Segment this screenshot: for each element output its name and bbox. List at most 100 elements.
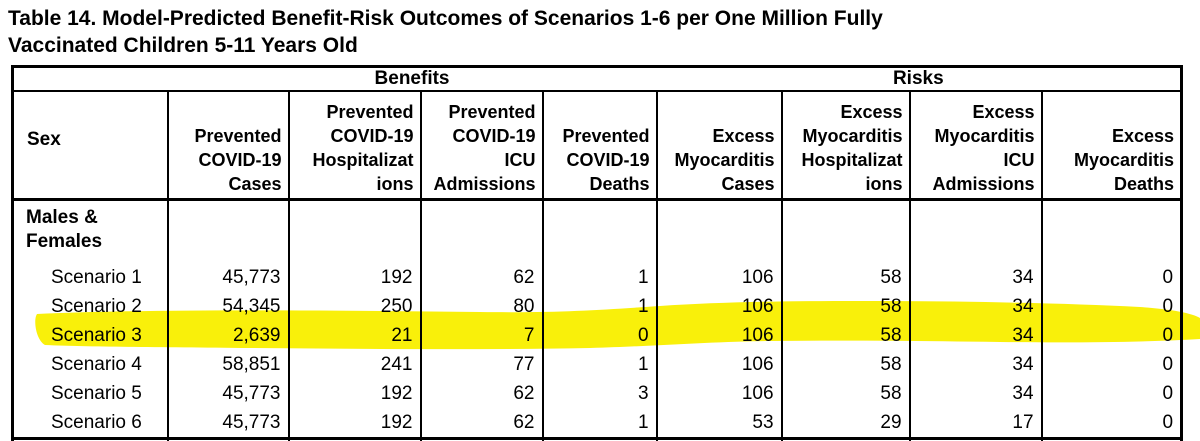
- risks-group-header: Risks: [656, 66, 1182, 92]
- column-header-line: Admissions: [932, 174, 1035, 194]
- cell-value-scenario-1-prevented-covid19-cases: 45,773: [222, 267, 281, 288]
- cell-value-scenario-5-prevented-covid19-cases: 45,773: [222, 383, 281, 404]
- column-header-excess-myocarditis-deaths: Excess Myocarditis Deaths: [1040, 90, 1183, 201]
- column-header-line: Prevented: [562, 126, 650, 146]
- column-header-line: ions: [376, 174, 414, 194]
- cell-value-scenario-3-prevented-covid19-deaths: 0: [637, 325, 649, 346]
- spacer: [169, 201, 288, 263]
- cell-value-scenario-3-prevented-covid19-cases: 2,639: [232, 325, 281, 346]
- column-header-excess-myocarditis-cases: Excess Myocarditis Cases: [655, 90, 783, 201]
- cutoff-row: [11, 438, 1183, 441]
- cell-value-scenario-3-prevented-covid19-hospitalizations: 21: [391, 325, 413, 346]
- cutoff-cell: [541, 438, 658, 441]
- table-title-line-2: Vaccinated Children 5-11 Years Old: [8, 34, 358, 57]
- benefits-group-header: Benefits: [167, 66, 657, 92]
- column-header-line: Cases: [721, 174, 775, 194]
- body-cell-excess-myocarditis-cases: 106 106 106 106 106 53: [655, 199, 783, 440]
- row-label-scenario-4: Scenario 4: [51, 354, 142, 375]
- cell-value-scenario-2-excess-myocarditis-hospitalizations: 58: [880, 296, 902, 317]
- spacer: [1043, 201, 1181, 263]
- cell-value-scenario-2-excess-myocarditis-icu-admissions: 34: [1012, 296, 1034, 317]
- body-cell-sex: Males & Females Scenario 1 Scenario 2 Scen…: [11, 199, 169, 440]
- cell-value-scenario-1-excess-myocarditis-cases: 106: [741, 267, 774, 288]
- column-header-line: Myocarditis: [674, 150, 775, 170]
- cell-value-scenario-3-excess-myocarditis-cases: 106: [741, 325, 774, 346]
- table-title-line-1: Table 14. Model-Predicted Benefit-Risk O…: [8, 7, 883, 30]
- cell-value-scenario-1-prevented-covid19-deaths: 1: [637, 267, 649, 288]
- cell-value-scenario-5-excess-myocarditis-icu-admissions: 34: [1012, 383, 1034, 404]
- cell-value-scenario-4-excess-myocarditis-hospitalizations: 58: [880, 354, 902, 375]
- cell-value-scenario-6-excess-myocarditis-cases: 53: [752, 412, 774, 433]
- row-label-scenario-1: Scenario 1: [51, 267, 142, 288]
- cell-value-scenario-5-prevented-covid19-icu-admissions: 62: [513, 383, 535, 404]
- body-cell-prevented-covid19-deaths: 1 1 0 1 3 1: [541, 199, 658, 440]
- cell-value-scenario-6-prevented-covid19-deaths: 1: [637, 412, 649, 433]
- cell-value-scenario-3-excess-myocarditis-deaths: 0: [1162, 325, 1174, 346]
- cell-value-scenario-2-excess-myocarditis-deaths: 0: [1162, 296, 1174, 317]
- spacer: [290, 201, 420, 263]
- row-label-scenario-6: Scenario 6: [51, 412, 142, 433]
- table-body-row: Males & Females Scenario 1 Scenario 2 Scen…: [11, 199, 1183, 440]
- cell-value-scenario-1-prevented-covid19-hospitalizations: 192: [380, 267, 413, 288]
- body-cell-excess-myocarditis-icu-admissions: 34 34 34 34 34 17: [908, 199, 1043, 440]
- cell-value-scenario-4-prevented-covid19-icu-admissions: 77: [513, 354, 535, 375]
- cutoff-cell: [655, 438, 783, 441]
- cell-value-scenario-4-prevented-covid19-cases: 58,851: [222, 354, 281, 375]
- column-header-line: ICU: [504, 150, 536, 170]
- column-header-prevented-covid19-cases: Prevented COVID-19 Cases: [166, 90, 290, 201]
- cutoff-cell: [11, 438, 169, 441]
- column-header-row: Sex Prevented COVID-19 Cases Prevented COVID…: [11, 90, 1183, 201]
- cutoff-cell: [287, 438, 422, 441]
- cell-value-scenario-1-excess-myocarditis-icu-admissions: 34: [1012, 267, 1034, 288]
- column-header-prevented-covid19-icu-admissions: Prevented COVID-19 ICU Admissions: [419, 90, 544, 201]
- column-header-line: Excess: [840, 102, 903, 122]
- scenario-label-list: Scenario 1 Scenario 2 Scenario 3 Scenario 4…: [14, 263, 167, 437]
- cell-value-scenario-1-excess-myocarditis-hospitalizations: 58: [880, 267, 902, 288]
- column-header-line: Excess: [972, 102, 1035, 122]
- body-cell-prevented-covid19-hospitalizations: 192 250 21 241 192 192: [287, 199, 422, 440]
- cell-value-scenario-3-excess-myocarditis-hospitalizations: 58: [880, 325, 902, 346]
- column-header-line: Prevented: [448, 102, 536, 122]
- benefit-risk-table: Benefits Risks Sex Prevented COVID-19 Case…: [11, 65, 1184, 441]
- cell-value-scenario-1-excess-myocarditis-deaths: 0: [1162, 267, 1174, 288]
- spacer: [783, 201, 909, 263]
- spacer: [658, 201, 781, 263]
- column-header-line: COVID-19: [330, 126, 414, 146]
- cell-value-scenario-2-prevented-covid19-icu-admissions: 80: [513, 296, 535, 317]
- spacer: [544, 201, 656, 263]
- cutoff-cell: [419, 438, 544, 441]
- column-header-line: Admissions: [433, 174, 536, 194]
- column-header-line: COVID-19: [566, 150, 650, 170]
- group-header-empty-cell: [12, 66, 168, 92]
- cell-value-scenario-6-excess-myocarditis-hospitalizations: 29: [880, 412, 902, 433]
- column-header-line: COVID-19: [452, 126, 536, 146]
- cutoff-cell: [780, 438, 911, 441]
- cell-value-scenario-5-excess-myocarditis-deaths: 0: [1162, 383, 1174, 404]
- column-header-prevented-covid19-hospitalizations: Prevented COVID-19 Hospitalizat ions: [287, 90, 422, 201]
- cell-value-scenario-2-excess-myocarditis-cases: 106: [741, 296, 774, 317]
- column-header-excess-myocarditis-hospitalizations: Excess Myocarditis Hospitalizat ions: [780, 90, 911, 201]
- column-header-sex: Sex: [11, 90, 169, 201]
- cell-value-scenario-4-excess-myocarditis-deaths: 0: [1162, 354, 1174, 375]
- cutoff-cell: [166, 438, 290, 441]
- column-header-line: ICU: [1003, 150, 1035, 170]
- column-header-line: Myocarditis: [934, 126, 1035, 146]
- column-header-line: COVID-19: [198, 150, 282, 170]
- body-cell-prevented-covid19-cases: 45,773 54,345 2,639 58,851 45,773 45,773: [166, 199, 290, 440]
- column-header-line: Excess: [712, 126, 775, 146]
- column-header-line: ions: [865, 174, 903, 194]
- body-cell-excess-myocarditis-deaths: 0 0 0 0 0 0: [1040, 199, 1183, 440]
- column-header-line: Prevented: [194, 126, 282, 146]
- column-header-line: Excess: [1111, 126, 1175, 146]
- column-header-line: Cases: [228, 174, 282, 194]
- body-cell-excess-myocarditis-hospitalizations: 58 58 58 58 58 29: [780, 199, 911, 440]
- column-header-line: Hospitalizat: [801, 150, 903, 170]
- cell-value-scenario-4-excess-myocarditis-icu-admissions: 34: [1012, 354, 1034, 375]
- column-header-line: Deaths: [1114, 174, 1175, 194]
- body-cell-prevented-covid19-icu-admissions: 62 80 7 77 62 62: [419, 199, 544, 440]
- cell-value-scenario-6-excess-myocarditis-deaths: 0: [1162, 412, 1174, 433]
- table-title: Table 14. Model-Predicted Benefit-Risk O…: [8, 5, 883, 59]
- row-label-scenario-5: Scenario 5: [51, 383, 142, 404]
- cell-value-scenario-2-prevented-covid19-hospitalizations: 250: [380, 296, 413, 317]
- group-header-row: Benefits Risks: [12, 66, 1182, 92]
